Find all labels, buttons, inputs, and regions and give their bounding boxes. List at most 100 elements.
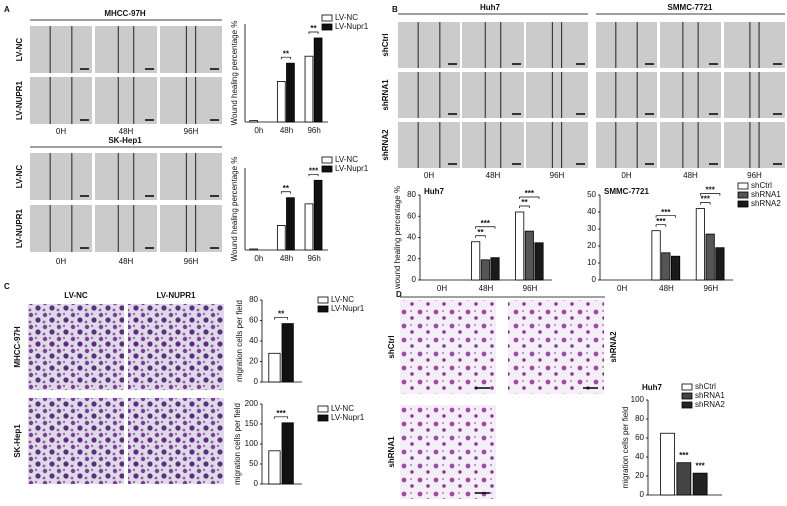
x-tick-label: 0h <box>254 254 263 263</box>
bar <box>276 81 286 123</box>
micrograph <box>398 122 460 168</box>
bar <box>695 208 705 281</box>
row-label: LV-NUPR1 <box>15 80 24 120</box>
y-tick-label: 20 <box>635 471 644 480</box>
significance: *** <box>679 451 689 460</box>
x-tick-label: 48h <box>280 126 293 135</box>
legend-swatch <box>317 305 329 313</box>
significance: ** <box>477 228 484 237</box>
bracket <box>519 205 530 208</box>
significance: *** <box>525 189 535 198</box>
legend-label: LV-Nupr1 <box>335 22 369 31</box>
column-label: 0H <box>56 257 66 266</box>
column-label: LV-NUPR1 <box>157 291 197 300</box>
significance: *** <box>481 219 491 228</box>
x-tick-label: 0H <box>617 284 627 293</box>
y-tick-label: 50 <box>587 190 596 199</box>
column-label: 96H <box>747 171 762 180</box>
legend-swatch <box>317 405 329 413</box>
significance: ** <box>278 310 285 319</box>
legend-swatch <box>681 401 693 409</box>
x-tick-label: 48H <box>479 284 494 293</box>
micrograph <box>30 77 92 124</box>
significance: *** <box>701 195 711 204</box>
micrograph <box>28 398 124 484</box>
significance: *** <box>695 461 705 470</box>
chart-title: Huh7 <box>424 187 445 196</box>
panel-title: SMMC-7721 <box>668 3 713 12</box>
y-tick-label: 0 <box>592 275 597 284</box>
legend-swatch <box>321 14 333 22</box>
micrograph <box>660 122 721 168</box>
bracket <box>274 317 289 320</box>
significance: ** <box>283 49 290 58</box>
significance: *** <box>309 166 319 175</box>
micrograph <box>30 205 92 252</box>
y-tick-label: 0 <box>412 275 417 284</box>
x-tick-label: 0h <box>254 126 263 135</box>
legend-label: shCtrl <box>751 181 772 190</box>
legend-label: LV-Nupr1 <box>331 413 365 422</box>
y-tick-label: 200 <box>245 399 259 408</box>
chart-title: SMMC-7721 <box>604 187 649 196</box>
bar <box>524 230 534 281</box>
y-tick-label: 0 <box>640 490 645 499</box>
micrograph <box>95 153 157 200</box>
bracket <box>308 173 319 177</box>
panel-letter: A <box>4 5 10 14</box>
y-tick-label: 20 <box>407 254 416 263</box>
micrograph <box>95 205 157 252</box>
column-label: 0H <box>621 171 631 180</box>
x-tick-label: 96h <box>307 126 320 135</box>
bar <box>670 255 681 281</box>
x-tick-label: 96H <box>523 284 538 293</box>
legend-swatch <box>737 182 749 190</box>
legend-swatch <box>321 156 333 164</box>
panel-letter: D <box>396 290 402 299</box>
column-label: 96H <box>184 257 199 266</box>
bracket <box>700 193 721 196</box>
y-tick-label: 60 <box>407 211 416 220</box>
row-label: LV-NC <box>15 165 24 189</box>
significance: ** <box>283 184 290 193</box>
bar <box>276 224 286 251</box>
column-label: 0H <box>424 171 434 180</box>
micrograph <box>160 26 222 73</box>
y-tick-label: 60 <box>249 316 258 325</box>
x-tick-label: 96H <box>703 284 718 293</box>
y-tick-label: 150 <box>245 419 259 428</box>
image-label: shRNA1 <box>387 436 396 468</box>
bracket <box>700 202 711 205</box>
legend-label: LV-NC <box>331 404 354 413</box>
legend-label: LV-Nupr1 <box>331 304 365 313</box>
bar <box>286 62 295 123</box>
bar <box>676 462 692 496</box>
bar <box>313 179 323 251</box>
micrograph <box>400 405 496 499</box>
micrograph <box>526 22 588 68</box>
legend-swatch <box>681 383 693 391</box>
image-label: shRNA2 <box>609 331 618 363</box>
legend-label: shRNA2 <box>695 400 725 409</box>
y-axis-label: Wound healing percentage % <box>230 157 239 262</box>
legend-swatch <box>681 392 693 400</box>
y-tick-label: 20 <box>249 357 258 366</box>
micrograph <box>660 72 721 118</box>
bar <box>268 450 281 485</box>
bar <box>692 472 708 496</box>
micrograph <box>398 22 460 68</box>
y-tick-label: 0 <box>254 377 259 386</box>
micrograph <box>160 153 222 200</box>
micrograph <box>160 205 222 252</box>
significance: *** <box>276 409 286 418</box>
micrograph <box>398 72 460 118</box>
row-label: SK-Hep1 <box>13 424 22 458</box>
x-tick-label: 48h <box>280 254 293 263</box>
micrograph <box>526 122 588 168</box>
micrograph <box>508 300 604 394</box>
column-label: 48H <box>486 171 501 180</box>
bracket <box>475 235 486 238</box>
bar <box>490 257 500 281</box>
bar <box>304 55 314 123</box>
y-tick-label: 50 <box>249 459 258 468</box>
